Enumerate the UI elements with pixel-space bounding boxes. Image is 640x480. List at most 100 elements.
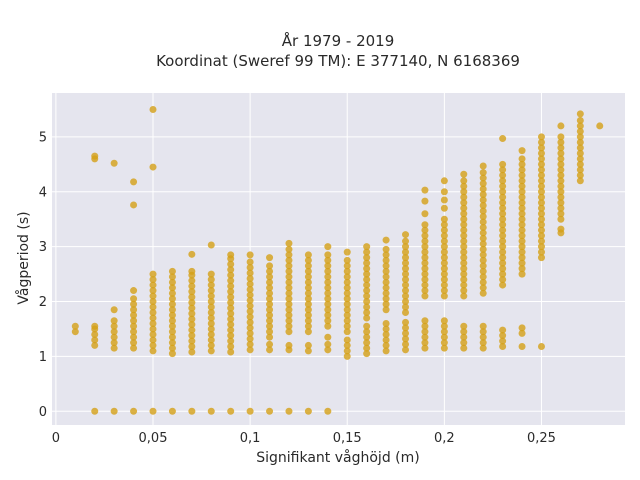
data-point bbox=[402, 248, 410, 256]
data-point bbox=[479, 174, 487, 182]
data-point bbox=[479, 201, 487, 209]
data-point bbox=[266, 322, 274, 330]
data-point bbox=[246, 296, 254, 304]
data-point bbox=[440, 265, 448, 273]
data-point bbox=[402, 335, 410, 343]
data-point bbox=[343, 289, 351, 297]
data-point bbox=[518, 166, 526, 174]
data-point bbox=[363, 322, 371, 330]
data-point bbox=[266, 346, 274, 354]
data-point bbox=[207, 347, 215, 355]
data-point bbox=[363, 292, 371, 300]
data-point bbox=[227, 343, 235, 351]
data-point bbox=[518, 182, 526, 190]
data-point bbox=[518, 193, 526, 201]
data-point bbox=[304, 407, 312, 415]
data-point bbox=[479, 162, 487, 170]
data-point bbox=[440, 322, 448, 330]
data-point bbox=[518, 324, 526, 332]
data-point bbox=[557, 215, 565, 223]
data-point bbox=[576, 160, 584, 168]
data-point bbox=[285, 322, 293, 330]
x-tick-label: 0,1 bbox=[240, 431, 261, 446]
data-point bbox=[576, 110, 584, 118]
data-point bbox=[266, 340, 274, 348]
data-point bbox=[421, 276, 429, 284]
data-point bbox=[110, 328, 118, 336]
data-point bbox=[518, 232, 526, 240]
data-point bbox=[499, 193, 507, 201]
data-point bbox=[324, 333, 332, 341]
data-point bbox=[518, 210, 526, 218]
data-point bbox=[518, 265, 526, 273]
data-point bbox=[266, 333, 274, 341]
data-point bbox=[266, 254, 274, 262]
data-point bbox=[479, 273, 487, 281]
data-point bbox=[557, 144, 565, 152]
data-point bbox=[402, 254, 410, 262]
data-point bbox=[382, 273, 390, 281]
data-point bbox=[285, 317, 293, 325]
data-point bbox=[557, 171, 565, 179]
data-point bbox=[227, 407, 235, 415]
data-point bbox=[421, 292, 429, 300]
data-point bbox=[499, 281, 507, 289]
data-point bbox=[168, 328, 176, 336]
data-point bbox=[149, 276, 157, 284]
data-point bbox=[479, 278, 487, 286]
data-point bbox=[91, 336, 99, 344]
data-point bbox=[149, 347, 157, 355]
data-point bbox=[363, 254, 371, 262]
data-point bbox=[207, 292, 215, 300]
data-point bbox=[402, 259, 410, 267]
data-point bbox=[343, 284, 351, 292]
data-point bbox=[460, 243, 468, 251]
data-point bbox=[207, 319, 215, 327]
data-point bbox=[324, 407, 332, 415]
data-point bbox=[207, 314, 215, 322]
data-point bbox=[168, 278, 176, 286]
data-point bbox=[557, 204, 565, 212]
data-point bbox=[246, 313, 254, 321]
data-point bbox=[168, 311, 176, 319]
x-tick-label: 0,15 bbox=[333, 431, 362, 446]
data-point bbox=[304, 341, 312, 349]
data-point bbox=[440, 248, 448, 256]
data-point bbox=[382, 278, 390, 286]
data-point bbox=[382, 325, 390, 333]
data-point bbox=[304, 289, 312, 297]
data-point bbox=[479, 251, 487, 259]
data-point bbox=[91, 322, 99, 330]
data-point bbox=[460, 221, 468, 229]
data-point bbox=[518, 237, 526, 245]
data-point bbox=[518, 259, 526, 267]
data-point bbox=[343, 352, 351, 360]
data-point bbox=[460, 177, 468, 185]
data-point bbox=[110, 333, 118, 341]
data-point bbox=[343, 295, 351, 303]
data-point bbox=[285, 300, 293, 308]
data-point bbox=[440, 215, 448, 223]
data-point bbox=[285, 262, 293, 270]
data-point bbox=[149, 303, 157, 311]
data-point bbox=[149, 330, 157, 338]
data-point bbox=[207, 309, 215, 317]
data-point bbox=[460, 276, 468, 284]
data-point bbox=[537, 144, 545, 152]
data-point bbox=[402, 318, 410, 326]
data-point bbox=[440, 344, 448, 352]
data-point bbox=[499, 182, 507, 190]
data-point bbox=[246, 274, 254, 282]
data-point bbox=[227, 282, 235, 290]
data-point bbox=[440, 221, 448, 229]
data-point bbox=[343, 328, 351, 336]
data-point bbox=[460, 281, 468, 289]
data-point bbox=[168, 344, 176, 352]
data-points bbox=[71, 105, 604, 415]
data-point bbox=[324, 295, 332, 303]
data-point bbox=[499, 270, 507, 278]
data-point bbox=[227, 260, 235, 268]
data-point bbox=[382, 251, 390, 259]
data-point bbox=[324, 289, 332, 297]
